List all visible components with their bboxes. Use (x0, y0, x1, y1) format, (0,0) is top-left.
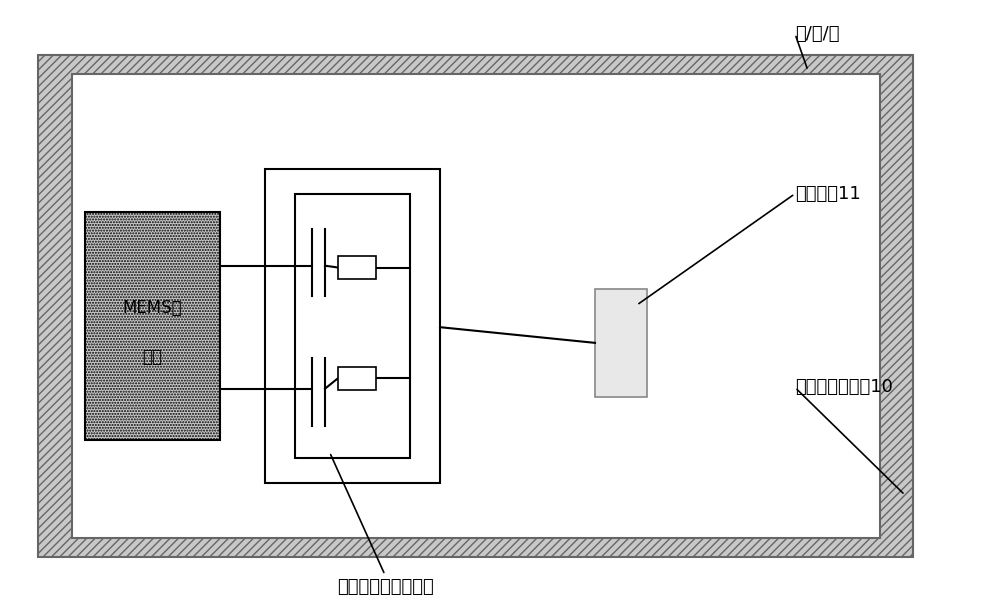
Bar (295, 194, 410, 458)
Bar (85, 212, 220, 440)
Text: 最上层基板表面电路: 最上层基板表面电路 (337, 578, 433, 597)
Text: 氮化硅陶瓷基座10: 氮化硅陶瓷基座10 (795, 378, 893, 397)
Bar (265, 169, 440, 483)
Bar (38, 55, 913, 557)
Text: 感器: 感器 (143, 347, 163, 366)
Text: 内部焊盘11: 内部焊盘11 (795, 184, 861, 203)
Text: 铜/镍/金: 铜/镍/金 (795, 25, 840, 43)
Bar (72, 74, 880, 538)
Bar (338, 256, 376, 279)
Bar (595, 289, 647, 397)
Text: MEMS传: MEMS传 (123, 298, 182, 317)
Bar (338, 367, 376, 390)
